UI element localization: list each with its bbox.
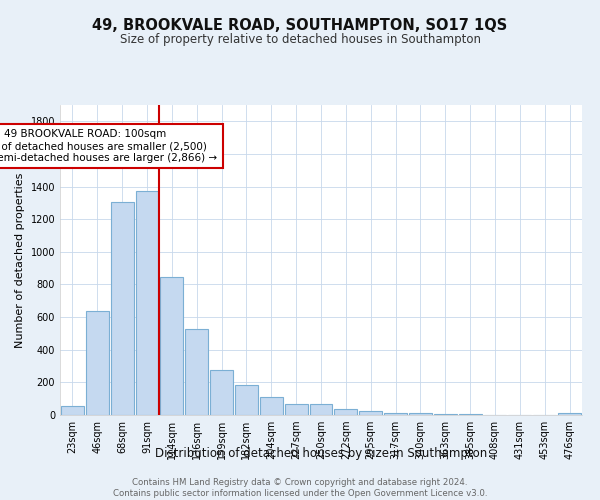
Bar — [61, 406, 84, 415]
Bar — [558, 413, 581, 415]
Bar — [136, 192, 158, 415]
Bar — [409, 414, 432, 415]
Bar — [86, 312, 109, 415]
Bar — [210, 370, 233, 415]
Text: 49 BROOKVALE ROAD: 100sqm
← 46% of detached houses are smaller (2,500)
53% of se: 49 BROOKVALE ROAD: 100sqm ← 46% of detac… — [0, 130, 217, 162]
Text: Size of property relative to detached houses in Southampton: Size of property relative to detached ho… — [119, 32, 481, 46]
Bar — [334, 410, 357, 415]
Bar — [235, 385, 258, 415]
Bar — [185, 330, 208, 415]
Bar — [111, 202, 134, 415]
Bar — [285, 404, 308, 415]
Y-axis label: Number of detached properties: Number of detached properties — [15, 172, 25, 348]
Text: 49, BROOKVALE ROAD, SOUTHAMPTON, SO17 1QS: 49, BROOKVALE ROAD, SOUTHAMPTON, SO17 1Q… — [92, 18, 508, 32]
Bar — [384, 412, 407, 415]
Bar — [359, 411, 382, 415]
Text: Distribution of detached houses by size in Southampton: Distribution of detached houses by size … — [155, 448, 487, 460]
Text: Contains HM Land Registry data © Crown copyright and database right 2024.
Contai: Contains HM Land Registry data © Crown c… — [113, 478, 487, 498]
Bar — [160, 277, 183, 415]
Bar — [459, 414, 482, 415]
Bar — [434, 414, 457, 415]
Bar — [260, 397, 283, 415]
Bar — [310, 404, 332, 415]
